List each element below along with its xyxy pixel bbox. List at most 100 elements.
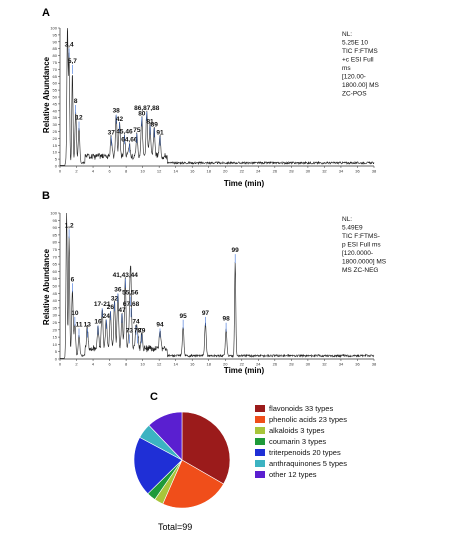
- trace-line-b: [60, 212, 375, 359]
- y-tick-label-b: 0: [55, 357, 58, 362]
- peak-label-a: 91: [156, 130, 164, 137]
- peak-label-b: 73: [126, 327, 134, 334]
- peak-label-b: 94: [156, 322, 164, 329]
- peak-label-b: 13: [84, 322, 92, 329]
- legend-swatch: [255, 416, 265, 423]
- info-line-a: NL:: [342, 31, 352, 38]
- y-tick-label-b: 80: [53, 240, 58, 245]
- panel-label-b: B: [42, 190, 50, 202]
- info-line-a: +c ESI Full: [342, 57, 374, 64]
- y-tick-label-a: 15: [53, 143, 58, 148]
- panel-label-a: A: [42, 7, 50, 19]
- y-tick-label-a: 60: [53, 81, 58, 86]
- peak-label-a: 75: [133, 127, 141, 134]
- info-line-b: 5.49E9: [342, 225, 363, 232]
- y-tick-label-a: 25: [53, 129, 58, 134]
- y-axis-label-b: Relative Abundance: [42, 248, 51, 325]
- peak-label-b: 24: [103, 313, 111, 320]
- x-axis-label-a: Time (min): [224, 179, 265, 188]
- trace-line-a: [60, 27, 375, 166]
- y-tick-label-a: 75: [53, 60, 58, 65]
- x-tick-label-b: 30: [306, 362, 311, 367]
- pie-slice: [162, 459, 224, 509]
- x-tick-label-a: 30: [306, 169, 311, 174]
- x-tick-label-a: 34: [339, 169, 344, 174]
- pie-legend: flavonoids 33 types phenolic acids 23 typ…: [255, 404, 347, 479]
- peak-label-b: 17-21: [94, 301, 111, 308]
- panel-label-c: C: [150, 391, 158, 403]
- y-tick-label-b: 25: [53, 320, 58, 325]
- y-tick-label-a: 30: [53, 122, 58, 127]
- peak-label-b: 98: [222, 316, 230, 323]
- y-tick-label-b: 95: [53, 218, 58, 223]
- y-tick-label-b: 55: [53, 276, 58, 281]
- y-tick-label-b: 10: [53, 342, 58, 347]
- legend-label: anthraquinones 5 types: [269, 459, 347, 468]
- x-tick-label-a: 2: [75, 169, 78, 174]
- pie-slice: [148, 411, 183, 461]
- y-tick-label-b: 45: [53, 291, 58, 296]
- y-tick-label-b: 35: [53, 305, 58, 310]
- legend-label: triterpenoids 20 types: [269, 448, 341, 457]
- peak-label-a: 38: [113, 108, 121, 115]
- peak-label-b: 74: [132, 319, 140, 326]
- info-line-b: 1800.0000] MS: [342, 259, 387, 266]
- x-tick-label-b: 6: [108, 362, 111, 367]
- x-tick-label-b: 28: [289, 362, 294, 367]
- chromatogram-b: Relative Abundance Time (min) 0510152025…: [42, 211, 387, 376]
- x-tick-label-b: 20: [223, 362, 228, 367]
- peak-label-b: 6: [71, 276, 75, 283]
- legend-swatch: [255, 460, 265, 467]
- x-tick-label-b: 2: [75, 362, 78, 367]
- info-line-a: [120.00-: [342, 74, 366, 81]
- y-tick-label-b: 75: [53, 247, 58, 252]
- y-tick-label-b: 50: [53, 284, 58, 289]
- x-tick-label-a: 22: [240, 169, 245, 174]
- legend-label: coumarin 3 types: [269, 437, 326, 446]
- y-tick-label-a: 85: [53, 46, 58, 51]
- info-line-a: ms: [342, 65, 351, 72]
- x-tick-label-a: 12: [157, 169, 162, 174]
- info-line-b: [120.0000-: [342, 250, 373, 257]
- peak-label-a: 64,66: [121, 137, 138, 144]
- y-tick-label-a: 40: [53, 108, 58, 113]
- y-tick-label-a: 35: [53, 115, 58, 120]
- x-tick-label-a: 24: [256, 169, 261, 174]
- y-tick-label-a: 100: [50, 26, 57, 31]
- x-tick-label-b: 14: [173, 362, 178, 367]
- x-axis-label-b: Time (min): [224, 366, 265, 375]
- y-tick-label-b: 70: [53, 254, 58, 259]
- peak-label-a: 86,87,88: [134, 105, 160, 112]
- y-tick-label-a: 55: [53, 88, 58, 93]
- x-tick-label-a: 16: [190, 169, 195, 174]
- legend-label: flavonoids 33 types: [269, 404, 333, 413]
- peak-label-b: 67,68: [123, 301, 140, 308]
- legend-swatch: [255, 405, 265, 412]
- y-tick-label-a: 50: [53, 95, 58, 100]
- peak-label-a: 80: [138, 110, 146, 117]
- y-tick-label-b: 100: [50, 211, 57, 216]
- info-line-a: 1800.00] MS: [342, 82, 380, 89]
- x-tick-label-a: 38: [372, 169, 377, 174]
- peak-label-b: 99: [232, 247, 240, 254]
- pie-slice: [181, 411, 231, 485]
- peak-label-b: 36: [114, 287, 122, 294]
- y-tick-label-b: 85: [53, 232, 58, 237]
- x-tick-label-a: 26: [273, 169, 278, 174]
- y-tick-label-a: 80: [53, 53, 58, 58]
- peak-label-b: 97: [202, 310, 210, 317]
- x-tick-label-b: 26: [273, 362, 278, 367]
- x-tick-label-b: 24: [256, 362, 261, 367]
- pie-chart: [133, 411, 231, 509]
- x-tick-label-b: 32: [322, 362, 327, 367]
- peak-label-b: 10: [71, 310, 79, 317]
- peak-label-b: 95: [180, 313, 188, 320]
- y-tick-label-a: 70: [53, 67, 58, 72]
- x-tick-label-b: 34: [339, 362, 344, 367]
- info-line-b: MS ZC-NEG: [342, 267, 378, 274]
- legend-swatch: [255, 471, 265, 478]
- pie-total-label: Total=99: [158, 522, 192, 532]
- x-tick-label-b: 36: [355, 362, 360, 367]
- y-tick-label-a: 45: [53, 101, 58, 106]
- y-tick-label-a: 20: [53, 136, 58, 141]
